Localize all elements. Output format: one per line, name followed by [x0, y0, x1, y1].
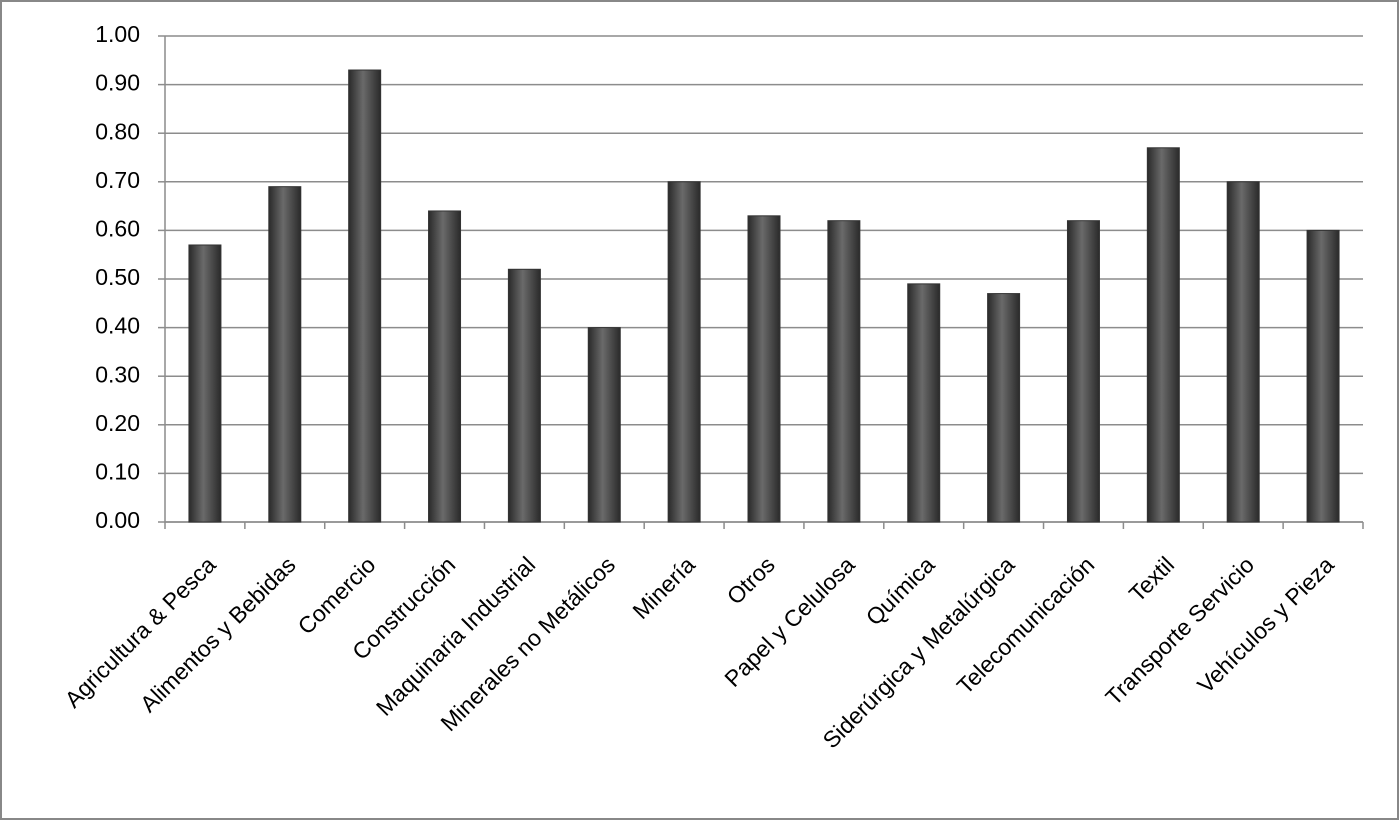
bar — [1306, 229, 1340, 523]
bar — [348, 69, 382, 523]
y-tick-label: 0.30 — [95, 361, 140, 387]
y-tick-label: 0.00 — [95, 507, 140, 533]
bar — [747, 215, 781, 523]
y-tick-label: 0.10 — [95, 458, 140, 484]
y-tick-label: 0.70 — [95, 167, 140, 193]
y-tick-label: 0.60 — [95, 215, 140, 241]
bar — [587, 327, 621, 523]
bar — [987, 293, 1021, 523]
y-tick-label: 0.90 — [95, 70, 140, 96]
y-tick-label: 0.50 — [95, 264, 140, 290]
y-tick-label: 0.40 — [95, 313, 140, 339]
bar — [1226, 181, 1260, 523]
bar — [1066, 220, 1100, 523]
y-tick-label: 0.20 — [95, 410, 140, 436]
y-tick-label: 0.80 — [95, 118, 140, 144]
bar — [507, 268, 541, 523]
bar — [907, 283, 941, 523]
y-tick-label: 1.00 — [95, 21, 140, 47]
bar — [667, 181, 701, 523]
bar — [1146, 147, 1180, 523]
bar — [188, 244, 222, 523]
bar — [428, 210, 462, 523]
bar — [268, 186, 302, 523]
bar — [827, 220, 861, 523]
